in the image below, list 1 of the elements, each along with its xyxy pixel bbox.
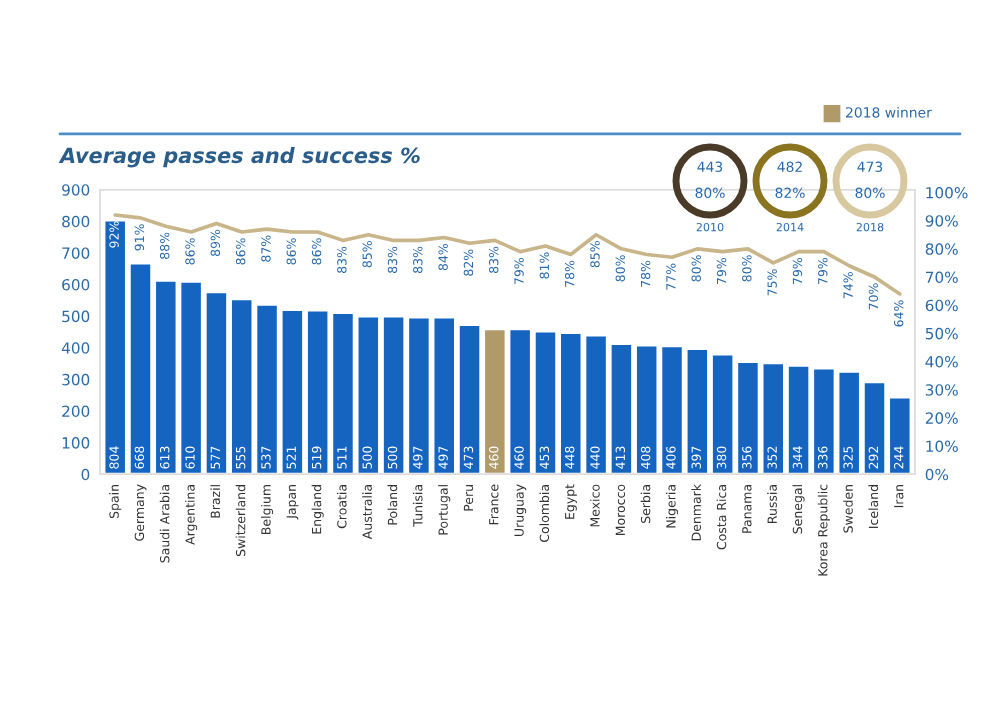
chart-title: Average passes and success % <box>58 147 420 168</box>
